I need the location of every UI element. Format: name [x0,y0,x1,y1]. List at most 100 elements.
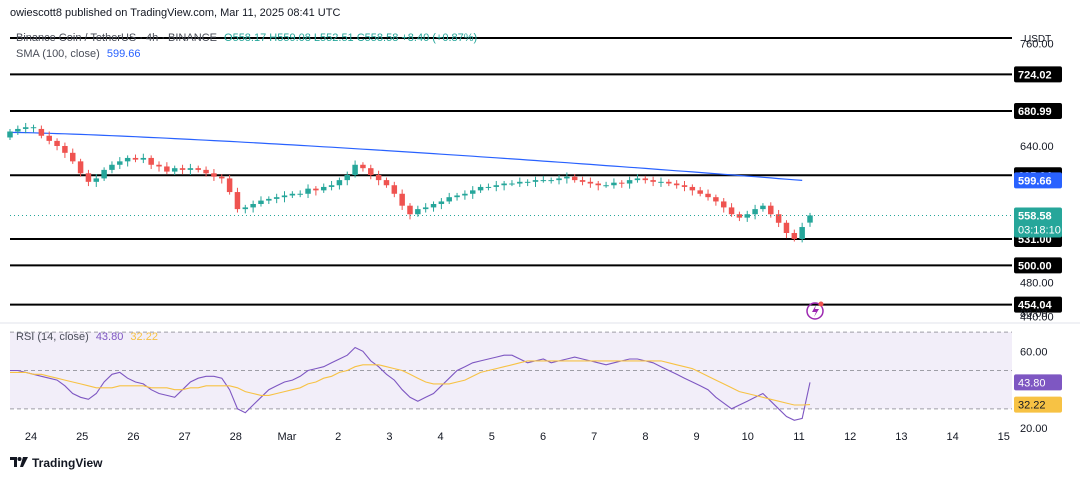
candle-30 [242,207,249,210]
candle-28 [226,178,233,193]
ohlc-values: O558.17 H559.08 L552.51 C558.58 +8.40 (+… [224,32,478,44]
candle-21 [171,168,178,172]
date-label-3: 27 [178,431,190,443]
sma-legend[interactable]: SMA (100, close) 599.66 [16,48,140,60]
price-tick-0: 760.00 [1020,39,1054,51]
candle-65 [517,181,523,184]
candle-50 [399,193,405,206]
rsi-tick-0: 80.00 [1020,308,1048,320]
candle-26 [211,173,217,177]
candle-78 [619,182,625,184]
candle-83 [658,181,664,183]
symbol-title: Binance Coin / TetherUS · 4h · BINANCE [16,32,217,44]
price-tick-1: 640.00 [1020,141,1054,153]
candle-35 [281,195,288,198]
candle-91 [720,201,727,208]
candle-36 [289,193,296,196]
date-label-2: 26 [127,431,139,443]
candle-72 [571,176,578,181]
candle-23 [187,168,194,170]
candle-84 [666,181,672,184]
date-label-0: 24 [25,431,37,443]
candle-12 [101,169,107,179]
candle-32 [258,200,264,204]
candle-18 [148,157,154,165]
rsi-legend[interactable]: RSI (14, close) 43.80 32.22 [16,331,158,343]
candle-40 [320,186,327,191]
date-label-16: 12 [844,431,856,443]
currency-label[interactable]: USDT [1024,34,1052,45]
candle-77 [611,182,617,186]
date-label-6: 2 [335,431,341,443]
candle-38 [305,188,311,194]
candle-48 [383,180,390,186]
candle-19 [156,164,162,167]
candle-75 [595,183,601,186]
candle-41 [328,185,335,187]
candle-87 [689,186,696,191]
date-label-11: 7 [591,431,597,443]
candle-73 [579,180,586,182]
candle-17 [140,157,147,160]
level-label-0: 724.02 [1018,69,1052,81]
candle-76 [603,185,609,187]
rsi-label: RSI (14, close) [16,331,89,343]
candle-49 [391,185,398,194]
candle-3 [30,127,37,129]
candle-85 [673,183,680,186]
date-label-9: 5 [489,431,495,443]
rsi-value-label-1: 32.22 [1018,400,1046,412]
candle-53 [422,207,429,210]
price-label-bg-sma [1014,172,1062,189]
candle-68 [540,180,547,182]
candle-54 [430,204,437,208]
candle-15 [124,157,131,162]
candle-0 [7,131,13,138]
candle-52 [415,209,421,215]
candle-20 [164,166,170,172]
candle-96 [760,205,766,210]
sma-label: SMA (100, close) [16,48,100,60]
candle-102 [807,215,813,223]
candle-14 [117,161,123,165]
candle-97 [768,205,774,215]
rsi-tick-2: 20.00 [1020,423,1048,435]
rsi-value-bg-0 [1014,374,1062,391]
date-label-8: 4 [438,431,444,443]
candle-67 [532,180,539,182]
candle-69 [548,180,554,182]
candle-95 [752,209,758,215]
tradingview-logo-icon [10,456,28,470]
price-label-last: 558.58 [1018,210,1052,222]
tradingview-brand: TradingView [32,456,103,470]
candle-7 [62,146,68,153]
tradingview-footer[interactable]: TradingView [10,456,102,470]
rsi-tick-1: 60.00 [1020,346,1048,358]
candle-98 [775,214,782,223]
symbol-legend[interactable]: Binance Coin / TetherUS · 4h · BINANCE O… [16,32,477,44]
candle-27 [219,176,225,179]
candle-9 [77,161,84,174]
candle-99 [783,222,790,233]
candle-45 [360,164,366,169]
candle-25 [203,169,209,174]
event-lightning-bolt [812,305,819,317]
candle-64 [509,183,515,185]
date-label-15: 11 [793,431,804,443]
rsi-value-label-0: 43.80 [1018,377,1046,389]
event-lightning-icon [806,302,824,320]
candle-82 [650,180,656,182]
date-label-18: 14 [946,431,958,443]
candle-5 [46,135,52,141]
candle-90 [713,197,719,202]
price-label-countdown: 03:18:10 [1018,224,1061,236]
candle-11 [93,178,100,182]
price-tick-3: 440.00 [1020,312,1054,324]
candle-74 [587,181,594,184]
event-dot [818,301,824,307]
candle-92 [728,207,735,215]
level-label-bg-0 [1014,66,1062,83]
date-label-14: 10 [742,431,754,443]
